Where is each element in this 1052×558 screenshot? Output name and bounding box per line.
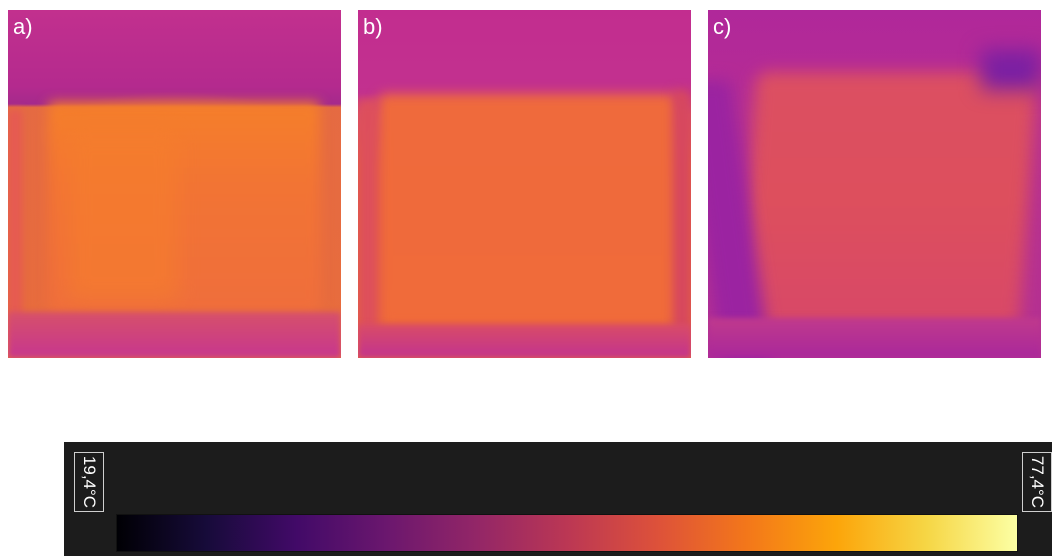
temperature-max-text: 77,4°C [1028,455,1047,509]
thermal-image-c: c) [708,10,1041,358]
warm-object-c [739,72,1037,328]
panel-label-c: c) [713,14,732,39]
bottom-strip-b [358,324,691,358]
colormap-gradient-bar [116,514,1018,552]
thermal-image-b: b) [358,10,691,358]
temperature-scale: 19,4°C 77,4°C [64,442,1052,556]
bottom-strip-a [8,312,341,358]
hot-object-b [378,94,678,326]
right-edge-b [673,90,691,350]
panel-label-a: a) [13,14,33,39]
hot-spot-a [68,130,178,300]
left-edge-a [8,110,22,340]
temperature-min-label: 19,4°C [74,452,104,512]
temperature-max-label: 77,4°C [1022,452,1052,512]
bottom-strip-c [708,318,1041,358]
thermal-image-a: a) [8,10,341,358]
left-edge-b [358,100,378,340]
cool-corner-c [981,50,1041,90]
temperature-min-text: 19,4°C [80,455,99,509]
panel-label-b: b) [363,14,383,39]
